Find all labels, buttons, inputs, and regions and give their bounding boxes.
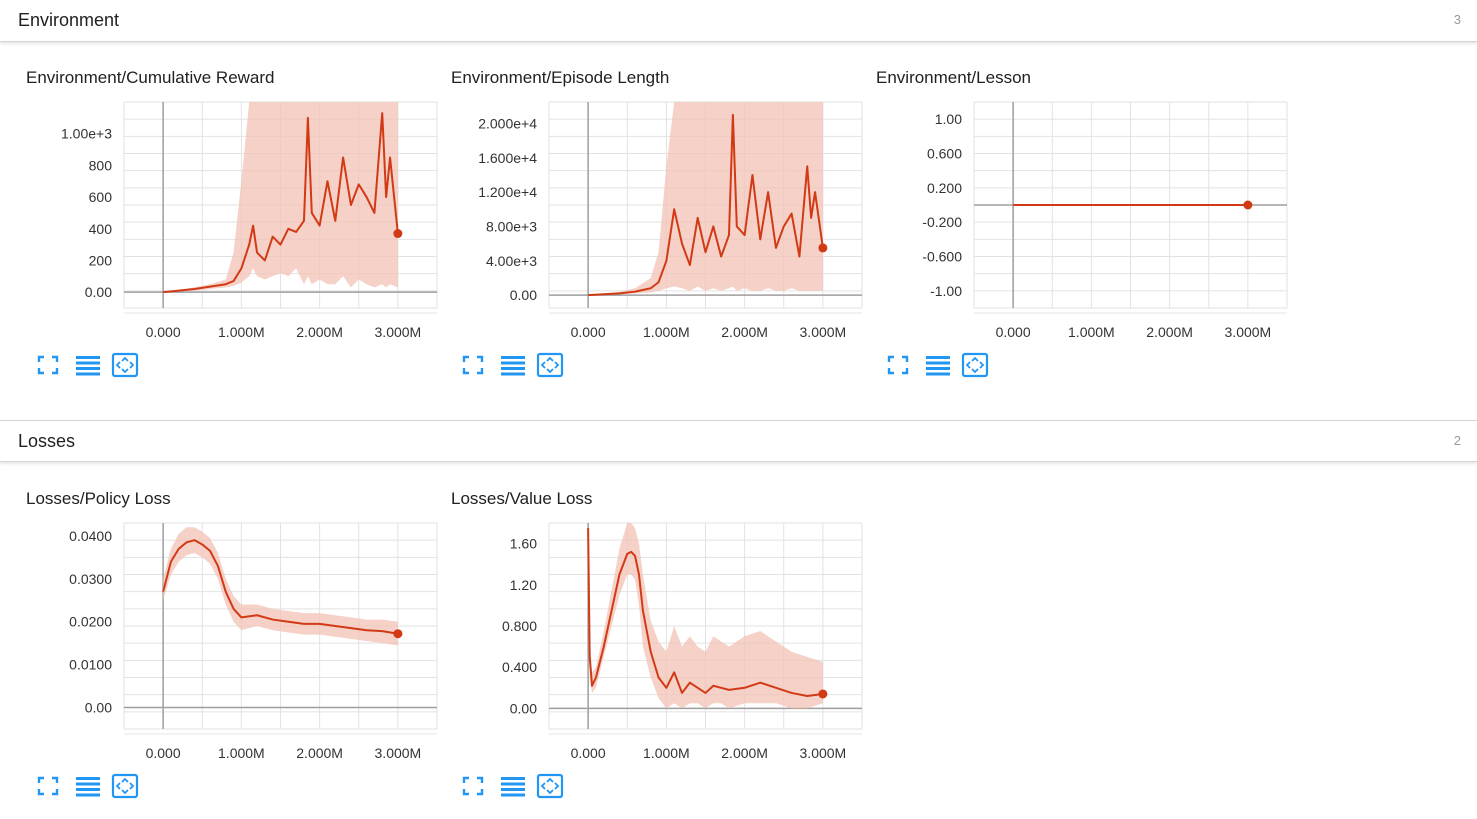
x-tick-label: 1.000M <box>218 745 265 761</box>
section-title: Environment <box>18 10 120 30</box>
raw-values-band <box>588 102 823 296</box>
x-tick-label: 1.000M <box>218 324 265 340</box>
series-line <box>588 113 824 297</box>
chart-card-lesson: Environment/Lesson -1.00 -0.600 -0.200 0.20… <box>850 68 1288 398</box>
y-tick-label: 0.00 <box>85 284 112 300</box>
raw-values-band <box>163 527 398 646</box>
last-point-marker <box>818 243 828 253</box>
fullscreen-icon[interactable] <box>34 352 62 378</box>
section-count: 3 <box>1453 12 1461 27</box>
fullscreen-icon[interactable] <box>459 773 487 799</box>
y-tick-label: 4.00e+3 <box>486 253 537 269</box>
y-tick-label: 8.00e+3 <box>486 218 537 234</box>
raw-values-band <box>588 523 823 709</box>
fullscreen-icon[interactable] <box>459 352 487 378</box>
x-tick-label: 3.000M <box>375 324 422 340</box>
toggle-y-axis-log-icon[interactable] <box>499 352 527 378</box>
toggle-y-axis-log-icon[interactable] <box>924 352 952 378</box>
fit-domain-icon[interactable] <box>536 352 564 378</box>
x-tick-label: 0.000 <box>996 324 1031 340</box>
x-tick-label: 1.000M <box>643 324 690 340</box>
chart-title: Environment/Episode Length <box>451 68 670 87</box>
chart-title: Losses/Value Loss <box>451 489 593 508</box>
y-tick-label: 0.0100 <box>69 657 112 673</box>
fullscreen-icon[interactable] <box>884 352 912 378</box>
last-point-marker <box>818 689 828 699</box>
y-tick-label: 0.00 <box>85 700 112 716</box>
y-tick-label: 0.800 <box>502 618 537 634</box>
x-tick-label: 2.000M <box>296 745 343 761</box>
toggle-y-axis-log-icon[interactable] <box>74 773 102 799</box>
y-tick-label: 1.00e+3 <box>61 126 112 142</box>
y-tick-label: 0.200 <box>927 180 962 196</box>
y-tick-label: 0.00 <box>510 287 537 303</box>
fit-domain-icon[interactable] <box>536 773 564 799</box>
fit-domain-icon[interactable] <box>961 352 989 378</box>
y-tick-label: 600 <box>89 189 113 205</box>
y-tick-label: -0.200 <box>922 214 962 230</box>
x-tick-label: 2.000M <box>296 324 343 340</box>
x-tick-label: 3.000M <box>800 324 847 340</box>
y-tick-label: 2.000e+4 <box>478 115 537 131</box>
series-line <box>587 528 824 698</box>
x-tick-label: 3.000M <box>1225 324 1272 340</box>
last-point-marker <box>1243 200 1253 210</box>
chart-plot[interactable]: 0.00 0.0100 0.0200 0.0300 0.0400 0.000 1.000M 2… <box>0 511 440 773</box>
toggle-y-axis-log-icon[interactable] <box>499 773 527 799</box>
series-line <box>163 112 399 294</box>
last-point-marker <box>393 229 403 239</box>
x-tick-label: 0.000 <box>571 324 606 340</box>
y-tick-label: -0.600 <box>922 249 962 265</box>
x-tick-label: 2.000M <box>721 745 768 761</box>
y-tick-label: 200 <box>89 252 113 268</box>
x-tick-label: 1.000M <box>1068 324 1115 340</box>
y-tick-label: 0.0200 <box>69 614 112 630</box>
chart-title: Environment/Lesson <box>876 68 1031 87</box>
raw-values-band <box>163 102 398 293</box>
section-title: Losses <box>18 431 76 451</box>
toggle-y-axis-log-icon[interactable] <box>74 352 102 378</box>
y-tick-label: 1.00 <box>935 111 962 127</box>
y-tick-label: 0.400 <box>502 659 537 675</box>
series-line <box>162 539 399 635</box>
chart-title: Environment/Cumulative Reward <box>26 68 275 87</box>
x-tick-label: 0.000 <box>571 745 606 761</box>
y-tick-label: -1.00 <box>930 283 962 299</box>
chart-plot[interactable]: 0.00 200 400 600 800 1.00e+3 0.000 1.000M 2.000M… <box>0 90 440 352</box>
x-tick-label: 1.000M <box>643 745 690 761</box>
x-tick-label: 0.000 <box>146 745 181 761</box>
chart-card-cumulative-reward: Environment/Cumulative Reward 0.00 200 400… <box>0 68 438 398</box>
section-count: 2 <box>1453 433 1461 448</box>
y-tick-label: 400 <box>89 221 113 237</box>
y-tick-label: 1.60 <box>510 536 537 552</box>
chart-plot[interactable]: -1.00 -0.600 -0.200 0.200 0.600 1.00 0.000 1.00… <box>850 90 1290 352</box>
x-tick-label: 0.000 <box>146 324 181 340</box>
chart-card-policy-loss: Losses/Policy Loss 0.00 0.0100 0.0200 0.030… <box>0 489 438 819</box>
y-tick-label: 0.00 <box>510 700 537 716</box>
x-tick-label: 3.000M <box>800 745 847 761</box>
x-tick-label: 2.000M <box>721 324 768 340</box>
fullscreen-icon[interactable] <box>34 773 62 799</box>
y-tick-label: 0.600 <box>927 146 962 162</box>
y-tick-label: 800 <box>89 157 113 173</box>
chart-card-episode-length: Environment/Episode Length 0.00 4.00e+3 8.… <box>425 68 863 398</box>
last-point-marker <box>393 629 403 639</box>
x-tick-label: 3.000M <box>375 745 422 761</box>
chart-plot[interactable]: 0.00 0.400 0.800 1.20 1.60 0.000 1.000M 2.000M 3… <box>425 511 865 773</box>
chart-card-value-loss: Losses/Value Loss 0.00 0.400 0.800 1.20 1.60… <box>425 489 863 819</box>
x-tick-label: 2.000M <box>1146 324 1193 340</box>
fit-domain-icon[interactable] <box>111 352 139 378</box>
chart-title: Losses/Policy Loss <box>26 489 171 508</box>
y-tick-label: 1.20 <box>510 577 537 593</box>
section-header-environment[interactable]: Environment 3 <box>0 0 1477 42</box>
y-tick-label: 1.600e+4 <box>478 150 537 166</box>
chart-plot[interactable]: 0.00 4.00e+3 8.00e+3 1.200e+4 1.600e+4 2.000e… <box>425 90 865 352</box>
section-header-losses[interactable]: Losses 2 <box>0 420 1477 462</box>
fit-domain-icon[interactable] <box>111 773 139 799</box>
y-tick-label: 1.200e+4 <box>478 184 537 200</box>
y-tick-label: 0.0400 <box>69 528 112 544</box>
y-tick-label: 0.0300 <box>69 571 112 587</box>
